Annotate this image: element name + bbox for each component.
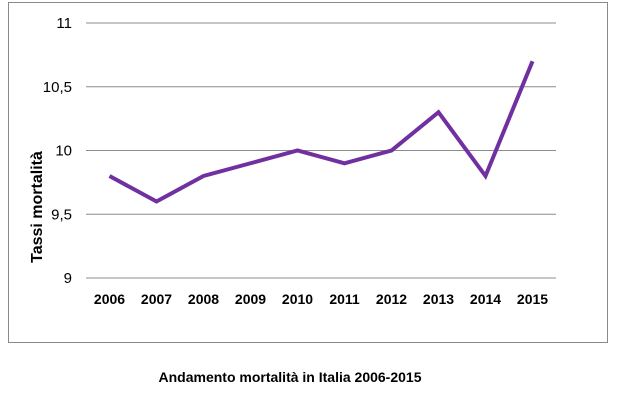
x-tick-label: 2010 <box>282 291 313 307</box>
y-tick-label: 10,5 <box>43 79 72 96</box>
x-tick-label: 2012 <box>376 291 407 307</box>
x-tick-label: 2013 <box>423 291 454 307</box>
gridlines <box>86 22 556 279</box>
x-tick-label: 2008 <box>188 291 219 307</box>
x-tick-label: 2015 <box>517 291 548 307</box>
x-tick-label: 2006 <box>94 291 125 307</box>
x-tick-labels: 2006 2007 2008 2009 2010 2011 2012 2013 2014 2015 <box>94 291 548 307</box>
y-tick-label: 9,5 <box>51 206 72 223</box>
chart-caption: Andamento mortalità in Italia 2006-2015 <box>158 369 422 385</box>
x-tick-label: 2007 <box>141 291 172 307</box>
y-tick-label: 9 <box>64 270 72 287</box>
x-tick-label: 2011 <box>329 291 360 307</box>
x-tick-label: 2014 <box>470 291 501 307</box>
series-line <box>108 60 535 204</box>
y-axis-title: Tassi mortalità <box>29 151 46 263</box>
chart-frame <box>8 2 608 343</box>
y-tick-label: 11 <box>56 15 72 32</box>
x-tick-label: 2009 <box>235 291 266 307</box>
y-tick-label: 10 <box>55 143 72 160</box>
series-lines <box>108 60 535 204</box>
y-tick-labels: 9 9,5 10 10,5 11 <box>43 15 72 287</box>
